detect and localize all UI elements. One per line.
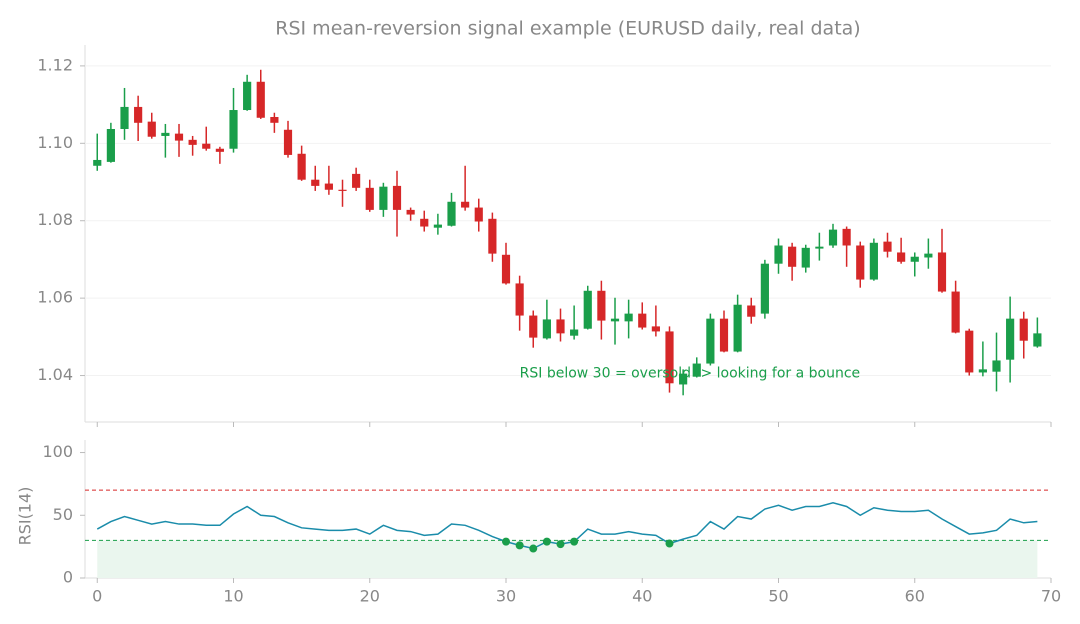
y-tick-label: 1.10 — [37, 133, 73, 152]
candle-body — [243, 81, 252, 111]
candle-body — [311, 179, 320, 186]
candle-body — [542, 319, 551, 339]
candle-body — [392, 185, 402, 210]
candle-body — [624, 313, 633, 322]
candle-body — [120, 106, 129, 129]
candle-body — [488, 218, 497, 254]
candle-body — [270, 116, 279, 123]
candle-body — [447, 201, 456, 226]
candle-body — [706, 318, 715, 364]
candle-body — [420, 218, 429, 227]
x-tick-label: 40 — [632, 587, 652, 606]
candle-body — [515, 283, 524, 316]
candle-body — [556, 319, 565, 334]
candle-body — [638, 313, 647, 328]
candle-body — [883, 241, 892, 252]
rsi-line — [96, 501, 1038, 550]
x-tick-label: 20 — [360, 587, 380, 606]
candle-body — [1033, 333, 1042, 347]
candle-body — [842, 228, 851, 246]
candle-body — [610, 318, 620, 322]
candle-body — [161, 132, 170, 136]
candle-body — [856, 245, 865, 280]
y-tick-label: 50 — [53, 505, 73, 524]
candle-body — [992, 360, 1001, 372]
y-tick-label: 1.04 — [37, 365, 73, 384]
candle-body — [965, 330, 974, 373]
candle-body — [801, 247, 810, 268]
y-tick-label: 1.12 — [37, 55, 73, 74]
candle-body — [733, 304, 742, 352]
chart-title: RSI mean-reversion signal example (EURUS… — [275, 18, 860, 40]
candle-body — [501, 254, 511, 284]
annotation: RSI below 30 = oversold -> looking for a… — [520, 366, 861, 382]
oversold-marker — [570, 537, 579, 546]
candle-body — [774, 245, 783, 264]
oversold-marker — [502, 537, 511, 546]
candle-body — [1019, 318, 1028, 341]
y-axis-label: RSI(14) — [16, 487, 35, 546]
candle-body — [529, 315, 538, 338]
candle-body — [338, 189, 347, 191]
candle-body — [828, 229, 838, 246]
candle-body — [406, 209, 415, 215]
candle-body — [570, 329, 579, 336]
candle-body — [719, 318, 729, 352]
candle-body — [283, 129, 293, 155]
candle-body — [692, 363, 701, 377]
candle-body — [869, 242, 878, 280]
y-tick-label: 1.06 — [37, 288, 73, 307]
candle-body — [747, 305, 756, 317]
candle-body — [461, 201, 470, 208]
oversold-marker — [542, 537, 551, 546]
candle-body — [897, 252, 906, 262]
x-tick-label: 70 — [1041, 587, 1061, 606]
oversold-marker — [515, 541, 524, 550]
candle-body — [597, 290, 606, 321]
x-tick-label: 60 — [905, 587, 925, 606]
candle-body — [978, 369, 987, 373]
x-tick-label: 50 — [768, 587, 788, 606]
candle-body — [324, 183, 333, 190]
x-tick-label: 10 — [223, 587, 243, 606]
candle-body — [202, 143, 211, 149]
candle-body — [134, 106, 143, 123]
oversold-zone — [97, 540, 1038, 578]
candle-body — [474, 207, 483, 222]
candle-body — [1006, 318, 1015, 360]
candle-body — [379, 186, 388, 210]
candle-body — [365, 187, 374, 210]
candle-body — [297, 153, 306, 180]
x-tick-label: 0 — [92, 587, 102, 606]
candle-body — [665, 331, 674, 384]
candle-body — [760, 263, 769, 314]
x-tick-label: 30 — [496, 587, 516, 606]
candle-body — [256, 81, 265, 118]
candle-body — [651, 326, 660, 332]
candle-body — [229, 110, 238, 149]
candle-body — [951, 291, 960, 333]
candle-body — [815, 246, 824, 249]
oversold-marker — [529, 544, 538, 553]
candle-body — [679, 373, 688, 385]
oversold-marker — [665, 539, 674, 548]
candle-body — [174, 133, 184, 141]
y-tick-label: 0 — [63, 568, 73, 587]
candle-body — [910, 256, 919, 262]
candle-body — [583, 290, 592, 329]
y-tick-label: 100 — [42, 442, 73, 461]
candle-body — [352, 173, 361, 188]
candle-body — [93, 159, 102, 166]
oversold-marker — [556, 540, 565, 549]
candle-body — [147, 121, 156, 137]
candle-body — [433, 224, 442, 228]
candle-body — [188, 139, 197, 145]
candle-body — [924, 253, 933, 258]
y-tick-label: 1.08 — [37, 210, 73, 229]
candle-body — [788, 246, 797, 267]
candle-body — [937, 252, 947, 292]
candle-body — [215, 148, 224, 152]
candle-body — [106, 128, 115, 162]
